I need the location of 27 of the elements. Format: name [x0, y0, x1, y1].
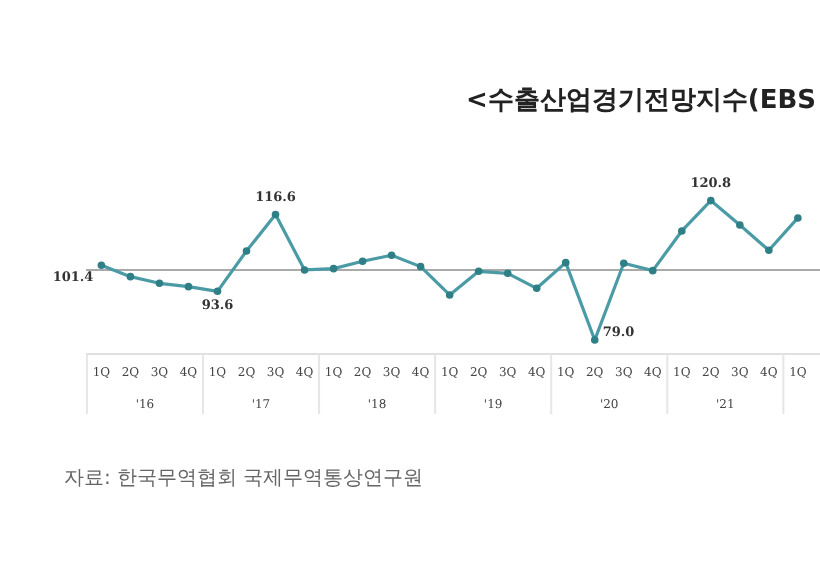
- point: [271, 210, 280, 219]
- text: 자료: 한국무역협회 국제무역통상연구원: [64, 468, 424, 490]
- point: [736, 221, 744, 229]
- point: [184, 282, 193, 291]
- point: [707, 196, 715, 205]
- point: [532, 284, 541, 293]
- point: [126, 272, 135, 281]
- point: [155, 279, 164, 288]
- chart-title: <수출산업경기전망지수(EBS: [466, 86, 816, 116]
- point: [213, 287, 222, 296]
- point: [765, 246, 773, 255]
- point: [619, 259, 628, 268]
- point: [329, 264, 338, 273]
- point: [416, 262, 425, 271]
- point: [97, 261, 106, 270]
- point: [590, 336, 599, 344]
- point: [648, 266, 657, 275]
- point: [794, 214, 802, 222]
- point: [503, 269, 512, 278]
- point: [474, 267, 483, 276]
- point: [387, 251, 396, 260]
- point: [358, 257, 367, 266]
- point: [300, 266, 309, 274]
- point: [678, 227, 686, 235]
- point: [242, 247, 251, 255]
- point: [445, 291, 454, 299]
- point: [561, 258, 570, 267]
